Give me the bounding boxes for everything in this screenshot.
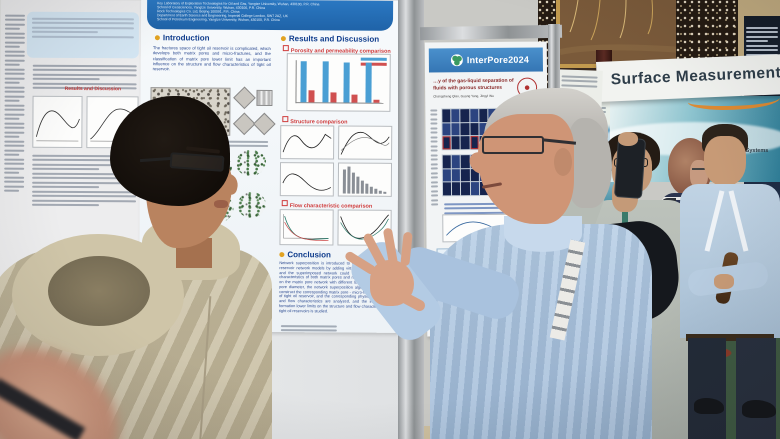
bar-group — [322, 60, 337, 103]
bar-red — [330, 92, 337, 103]
interpore-title: InterPore2024 — [466, 54, 530, 66]
contact-lines — [279, 322, 339, 332]
photographer-hand-upper — [618, 132, 638, 146]
left-poster-chart-1 — [32, 95, 83, 149]
bar-group — [300, 60, 315, 103]
presenter-ear — [554, 148, 572, 176]
right-man-shoe-left — [694, 398, 724, 414]
presenter-torso — [430, 224, 652, 439]
right-man-leg-right — [736, 338, 776, 439]
right-man-hand — [714, 274, 734, 289]
presenter-glasses-icon — [482, 136, 544, 154]
listener-hood-inner — [48, 256, 150, 326]
right-man-leg-left — [688, 338, 726, 439]
framed-painting — [556, 0, 686, 68]
right-man-belt — [686, 334, 774, 341]
left-poster-results-heading: Results and Discussion — [64, 85, 122, 93]
interpore-logo-icon — [450, 54, 463, 67]
presenter-head — [467, 88, 614, 240]
finger-4 — [400, 231, 413, 267]
board-frame-pole — [398, 0, 424, 439]
structure-chart-2 — [338, 125, 393, 160]
conclusion-heading: Conclusion — [279, 250, 331, 259]
presenter-hand — [343, 227, 434, 322]
woman-glasses-icon — [692, 168, 706, 170]
listener-lips — [214, 200, 228, 208]
willow-art — [560, 0, 682, 55]
right-board-top-bar — [419, 24, 563, 41]
bar-blue — [343, 62, 351, 103]
side-panel-lines — [559, 74, 599, 88]
woman-face — [690, 160, 708, 188]
thumb — [397, 290, 427, 313]
affiliation-5: School of Petroleum Engineering, Yangtze… — [157, 17, 280, 23]
results-heading: Results and Discussion — [281, 34, 379, 44]
bar-blue — [322, 61, 329, 103]
introduction-text: The fractures space of tight oil reservo… — [152, 45, 271, 72]
interpore-band: InterPore2024 — [428, 47, 543, 73]
poster-header-band: Key Laboratory of Exploration Technologi… — [146, 0, 394, 31]
introduction-heading: Introduction — [155, 33, 210, 42]
attendee-right-man — [680, 124, 780, 439]
structure-histogram — [337, 162, 393, 197]
bar-red — [308, 90, 315, 103]
listener-left-man — [0, 96, 282, 439]
flow-chart-1 — [279, 209, 334, 246]
structure-chart-3 — [279, 162, 335, 197]
left-poster-abstract-box — [26, 11, 140, 59]
backdrop-systems-text: ment Systems — [731, 148, 769, 154]
structure-label: Structure comparison — [282, 116, 347, 125]
structure-chart-1 — [280, 125, 335, 160]
right-man-face — [704, 136, 746, 186]
right-man-shoe-right — [742, 400, 776, 418]
banner-orange-arc — [688, 90, 780, 110]
presenter-gray-man — [343, 88, 664, 439]
bar-blue — [300, 61, 307, 103]
